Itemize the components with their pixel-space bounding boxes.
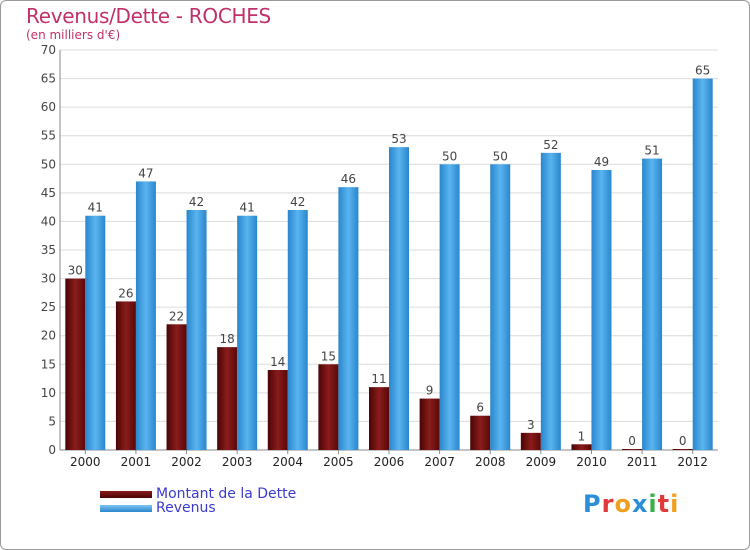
x-tick-label: 2000 [70, 455, 101, 469]
y-tick-label: 30 [41, 272, 56, 286]
data-label-revenus: 49 [594, 155, 609, 169]
bar-dette [672, 449, 693, 450]
bar-revenus [287, 210, 308, 450]
x-tick-label: 2005 [323, 455, 354, 469]
y-tick-label: 25 [41, 300, 56, 314]
bar-dette [115, 301, 136, 450]
bar-dette [166, 324, 187, 450]
x-tick-label: 2008 [475, 455, 506, 469]
x-tick-label: 2012 [677, 455, 708, 469]
y-tick-label: 0 [48, 443, 56, 457]
bar-dette [369, 387, 389, 450]
bar-revenus [135, 181, 156, 450]
bar-revenus [642, 158, 663, 451]
bar-dette [470, 415, 491, 450]
data-label-dette: 0 [679, 434, 687, 448]
data-label-dette: 30 [68, 264, 83, 278]
data-label-revenus: 51 [644, 144, 659, 158]
chart-title: Revenus/Dette - ROCHES [26, 4, 271, 28]
y-tick-label: 35 [41, 243, 56, 257]
bar-revenus [389, 147, 409, 450]
y-tick-label: 5 [48, 414, 56, 428]
bar-dette [318, 364, 339, 450]
data-label-dette: 18 [220, 332, 235, 346]
bar-revenus [186, 210, 207, 450]
y-tick-label: 50 [41, 157, 56, 171]
logo-letter: i [648, 490, 658, 518]
bar-dette [419, 398, 440, 450]
data-label-dette: 3 [527, 418, 535, 432]
y-tick-label: 70 [41, 43, 56, 57]
legend: Montant de la Dette Revenus [100, 486, 297, 516]
logo-letter: x [631, 490, 649, 518]
legend-swatch-revenus [100, 504, 152, 512]
y-tick-label: 60 [41, 100, 56, 114]
data-label-revenus: 50 [442, 149, 457, 163]
bar-dette [622, 449, 643, 450]
x-tick-label: 2010 [576, 455, 607, 469]
bar-dette [217, 347, 238, 450]
logo-letter: P [583, 490, 602, 518]
data-label-revenus: 52 [543, 138, 558, 152]
logo-letter: i [670, 490, 680, 518]
data-label-revenus: 42 [290, 195, 305, 209]
legend-swatch-dette [100, 490, 152, 498]
data-label-dette: 6 [476, 401, 484, 415]
legend-label-revenus: Revenus [156, 500, 216, 516]
data-label-revenus: 47 [138, 166, 153, 180]
bar-revenus [338, 187, 359, 450]
data-label-dette: 11 [371, 372, 386, 386]
legend-label-dette: Montant de la Dette [156, 486, 297, 502]
x-tick-label: 2001 [121, 455, 152, 469]
x-tick-label: 2007 [424, 455, 455, 469]
bar-revenus [591, 170, 612, 450]
bar-dette [571, 444, 592, 450]
logo-letter: o [614, 490, 632, 518]
chart-subtitle: (en milliers d'€) [26, 28, 121, 42]
legend-item-dette: Montant de la Dette [100, 486, 297, 502]
data-label-revenus: 41 [240, 201, 255, 215]
bar-revenus [540, 152, 561, 450]
bar-dette [520, 432, 541, 450]
data-label-revenus: 46 [341, 172, 356, 186]
bar-revenus [237, 215, 258, 450]
x-tick-label: 2002 [171, 455, 202, 469]
logo-letter: t [657, 490, 671, 518]
bar-revenus [439, 164, 460, 451]
bar-revenus [85, 215, 106, 450]
proxiti-logo: Proxiti [583, 490, 679, 518]
y-tick-label: 20 [41, 329, 56, 343]
data-label-dette: 22 [169, 309, 184, 323]
x-tick-label: 2009 [526, 455, 557, 469]
data-label-dette: 14 [270, 355, 285, 369]
data-label-revenus: 53 [391, 132, 406, 146]
x-tick-label: 2003 [222, 455, 253, 469]
data-label-revenus: 41 [88, 201, 103, 215]
data-label-revenus: 65 [695, 64, 710, 78]
x-tick-label: 2004 [272, 455, 303, 469]
bar-revenus [490, 164, 511, 451]
legend-item-revenus: Revenus [100, 500, 296, 516]
y-tick-label: 65 [41, 72, 56, 86]
bar-dette [65, 278, 86, 450]
data-label-dette: 26 [118, 286, 133, 300]
y-tick-label: 40 [41, 214, 56, 228]
y-tick-label: 45 [41, 186, 56, 200]
x-tick-label: 2011 [627, 455, 658, 469]
y-tick-label: 15 [41, 357, 56, 371]
y-tick-label: 55 [41, 129, 56, 143]
data-label-revenus: 50 [493, 149, 508, 163]
data-label-dette: 1 [578, 429, 586, 443]
data-label-dette: 0 [628, 434, 636, 448]
data-label-revenus: 42 [189, 195, 204, 209]
bar-dette [267, 370, 288, 450]
data-label-dette: 9 [426, 384, 434, 398]
logo-letter: r [601, 490, 615, 518]
data-label-dette: 15 [321, 349, 336, 363]
x-tick-label: 2006 [374, 455, 405, 469]
y-tick-label: 10 [41, 386, 56, 400]
bar-revenus [692, 78, 713, 451]
